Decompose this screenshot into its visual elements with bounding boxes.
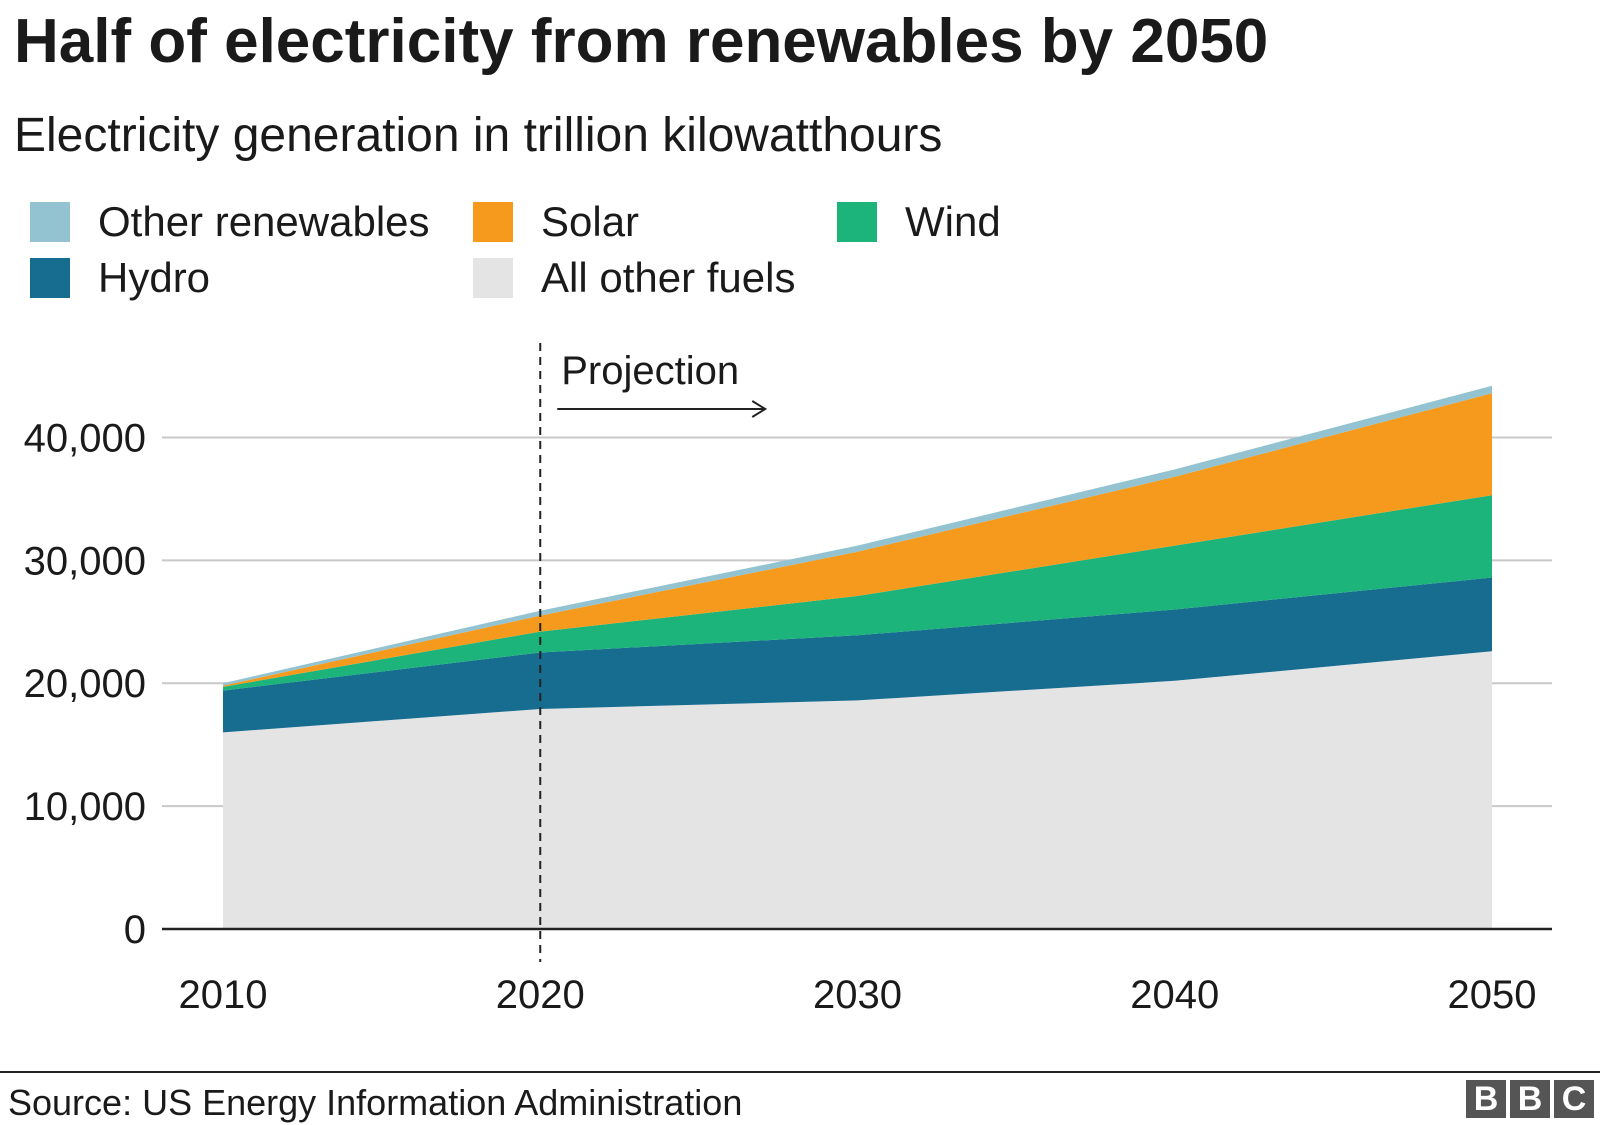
y-tick-label: 20,000 <box>24 662 146 706</box>
legend-label-solar: Solar <box>541 198 640 245</box>
legend-label-other-renewables: Other renewables <box>98 198 430 245</box>
footer-divider <box>0 1071 1600 1073</box>
projection-label: Projection <box>561 349 739 393</box>
legend-swatch-solar <box>473 202 513 242</box>
area-all-other-fuels <box>223 651 1492 929</box>
y-tick-label: 40,000 <box>24 416 146 460</box>
legend-swatch-hydro <box>30 258 70 298</box>
projection-arrow-head-icon <box>751 400 768 418</box>
bbc-logo-letter: C <box>1554 1080 1594 1118</box>
x-tick-label: 2010 <box>179 973 268 1017</box>
x-tick-label: 2020 <box>496 973 585 1017</box>
legend-label-all-other-fuels: All other fuels <box>541 254 796 301</box>
chart-subtitle: Electricity generation in trillion kilow… <box>14 109 943 162</box>
y-tick-label: 0 <box>124 908 146 952</box>
y-tick-label: 30,000 <box>24 539 146 583</box>
legend-swatch-all-other-fuels <box>473 258 513 298</box>
legend-swatch-other-renewables <box>30 202 70 242</box>
legend-label-wind: Wind <box>905 198 1001 245</box>
x-tick-label: 2030 <box>813 973 902 1017</box>
chart-title: Half of electricity from renewables by 2… <box>14 7 1269 76</box>
legend-label-hydro: Hydro <box>98 254 211 301</box>
legend-swatch-wind <box>837 202 877 242</box>
bbc-logo: B B C <box>1466 1080 1594 1118</box>
source-note: Source: US Energy Information Administra… <box>8 1082 743 1123</box>
y-tick-label: 10,000 <box>24 785 146 829</box>
bbc-logo-letter: B <box>1510 1080 1550 1118</box>
x-tick-label: 2040 <box>1130 973 1219 1017</box>
x-tick-label: 2050 <box>1448 973 1537 1017</box>
bbc-logo-letter: B <box>1466 1080 1506 1118</box>
